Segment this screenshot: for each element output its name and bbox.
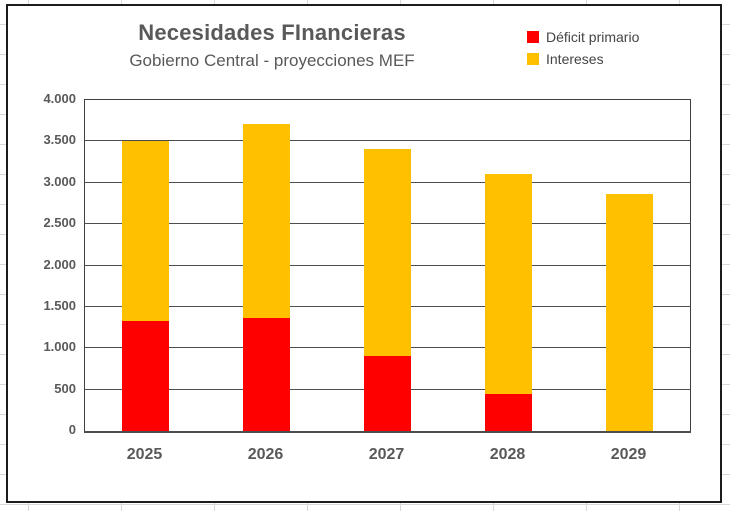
legend-item-intereses: Intereses <box>527 48 639 70</box>
y-tick-label-2500: 2.500 <box>43 215 76 231</box>
bar-segment-2025-intereses <box>122 140 169 321</box>
gridline-3500 <box>85 140 690 142</box>
y-tick-label-4000: 4.000 <box>43 91 76 106</box>
chart-title: Necesidades FInancieras <box>138 20 406 45</box>
legend: Déficit primario Intereses <box>527 26 639 70</box>
y-tick-label-0: 0 <box>68 422 76 437</box>
x-tick-label-2026: 2026 <box>247 446 284 463</box>
y-tick-label-1000: 1.000 <box>43 339 76 355</box>
bar-segment-2029-intereses <box>606 194 653 431</box>
legend-swatch-icon <box>527 53 539 65</box>
bar-segment-2027-intereses <box>364 148 411 356</box>
y-tick-label-500: 500 <box>54 380 76 396</box>
bar-segment-2025-déficit-primario <box>122 320 169 431</box>
x-tick-label-2025: 2025 <box>126 446 163 463</box>
y-tick-label-1500: 1.500 <box>43 297 76 313</box>
title-block: Necesidades FInancieras Gobierno Central… <box>8 20 536 71</box>
legend-label: Déficit primario <box>546 29 640 45</box>
chart-subtitle: Gobierno Central - proyecciones MEF <box>129 51 415 70</box>
bar-segment-2026-déficit-primario <box>243 318 290 431</box>
bar-segment-2026-intereses <box>243 124 290 319</box>
bar-segment-2028-déficit-primario <box>485 393 532 431</box>
legend-item-déficit-primario: Déficit primario <box>527 26 639 48</box>
plot-area <box>84 99 691 433</box>
chart-frame[interactable]: Necesidades FInancieras Gobierno Central… <box>6 4 722 503</box>
bar-segment-2027-déficit-primario <box>364 355 411 431</box>
x-tick-label-2029: 2029 <box>610 446 647 463</box>
bar-segment-2028-intereses <box>485 174 532 394</box>
x-tick-label-2028: 2028 <box>489 446 526 463</box>
y-tick-label-2000: 2.000 <box>43 256 76 272</box>
legend-swatch-icon <box>527 31 539 43</box>
y-tick-label-3000: 3.000 <box>43 173 76 189</box>
y-tick-label-3500: 3.500 <box>43 132 76 148</box>
x-tick-label-2027: 2027 <box>368 446 405 463</box>
legend-label: Intereses <box>546 51 604 67</box>
